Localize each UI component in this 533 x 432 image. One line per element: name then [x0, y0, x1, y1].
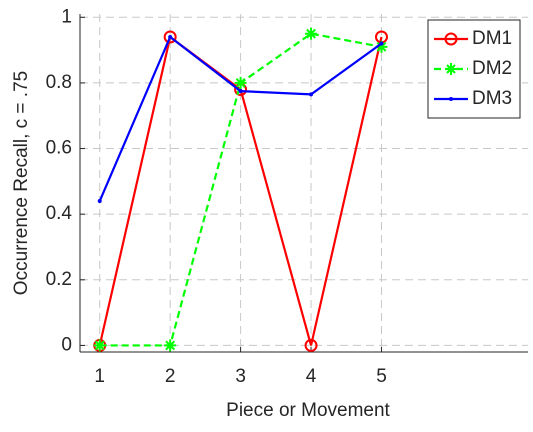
marker — [375, 40, 388, 53]
y-axis-label: Occurrence Recall, c = .75 — [11, 71, 32, 295]
y-tick-label: 0 — [61, 334, 72, 355]
marker — [97, 199, 102, 204]
legend-marker — [445, 63, 457, 75]
x-tick-label: 3 — [235, 366, 246, 387]
x-axis-label: Piece or Movement — [226, 400, 390, 421]
y-tick-label: 0.6 — [46, 138, 72, 159]
legend-marker — [444, 32, 458, 46]
x-tick-label: 4 — [306, 366, 317, 387]
y-tick-label: 0.4 — [46, 203, 73, 224]
marker — [168, 34, 173, 39]
marker — [93, 339, 106, 352]
marker — [164, 339, 177, 352]
marker — [309, 92, 314, 97]
y-tick-label: 1 — [61, 6, 72, 27]
legend-label: DM3 — [472, 88, 512, 109]
x-tick-label: 2 — [165, 366, 176, 387]
marker — [305, 27, 318, 40]
marker — [238, 89, 243, 94]
legend-label: DM2 — [472, 58, 512, 79]
legend-marker — [449, 97, 453, 101]
marker — [234, 76, 247, 89]
marker — [163, 30, 177, 44]
marker — [379, 41, 384, 46]
legend-box — [427, 19, 521, 119]
legend-label: DM1 — [472, 28, 512, 49]
x-tick-label: 5 — [376, 366, 387, 387]
y-tick-label: 0.8 — [46, 72, 72, 93]
marker — [304, 338, 318, 352]
y-tick-label: 0.2 — [46, 269, 72, 290]
x-tick-label: 1 — [94, 366, 105, 387]
